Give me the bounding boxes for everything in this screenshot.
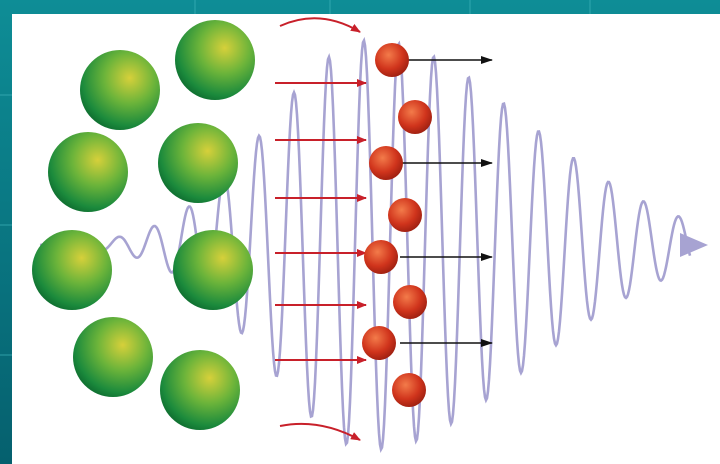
green-sphere xyxy=(173,230,253,310)
green-sphere xyxy=(48,132,128,212)
red-sphere xyxy=(393,285,427,319)
green-sphere xyxy=(158,123,238,203)
green-sphere xyxy=(73,317,153,397)
green-sphere xyxy=(175,20,255,100)
red-sphere xyxy=(392,373,426,407)
page: (() => { const data = JSON.parse(documen… xyxy=(0,0,720,464)
red-sphere xyxy=(375,43,409,77)
illustration xyxy=(0,0,720,464)
green-sphere xyxy=(80,50,160,130)
red-sphere xyxy=(369,146,403,180)
red-sphere xyxy=(364,240,398,274)
green-sphere xyxy=(160,350,240,430)
red-sphere xyxy=(362,326,396,360)
red-sphere xyxy=(398,100,432,134)
green-sphere xyxy=(32,230,112,310)
red-sphere xyxy=(388,198,422,232)
